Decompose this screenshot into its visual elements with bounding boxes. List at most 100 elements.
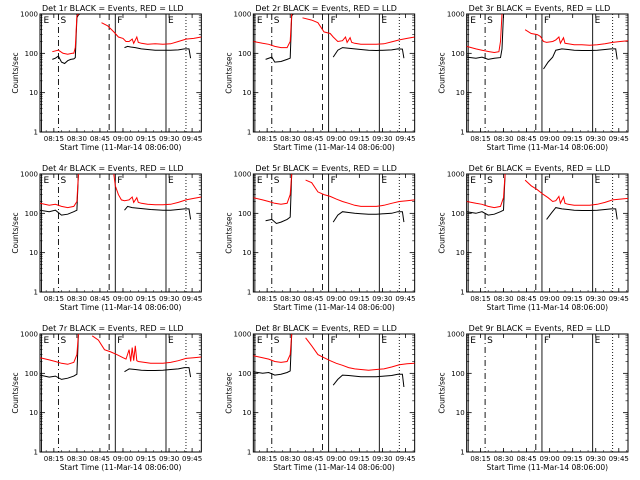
panel-5: Det 5r BLACK = Events, RED = LLD 1 10 100 10… [224,164,415,312]
y-tick-label: 1 [247,129,251,137]
y-axis-label: Counts/sec [224,52,233,93]
series-events-line [124,367,192,378]
series-lld-line [253,174,293,205]
marker-label: E [595,176,601,186]
x-axis-label: Start Time (11-Mar-14 08:06:00) [273,143,395,152]
x-tick-label: 09:15 [349,135,369,143]
marker-label: F [117,16,122,26]
y-axis-label: Counts/sec [224,372,233,413]
x-tick-label: 08:15 [257,295,277,303]
marker-label: E [470,16,476,26]
panel-title: Det 6r BLACK = Events, RED = LLD [469,164,611,173]
y-tick-label: 10 [29,249,38,257]
series-lld-line [91,335,202,364]
x-tick-label: 08:15 [470,135,490,143]
y-tick-label: 100 [238,370,251,378]
x-tick-label: 09:30 [159,295,179,303]
marker-label: S [487,176,493,186]
x-tick-label: 09:45 [182,455,202,463]
panel-title: Det 8r BLACK = Events, RED = LLD [255,324,397,333]
x-tick-label: 09:30 [372,455,392,463]
y-tick-label: 1 [460,449,464,457]
panel-4: Det 4r BLACK = Events, RED = LLD 1 10 100 10… [11,164,202,312]
series-events-line [40,334,79,380]
x-tick-label: 09:30 [159,455,179,463]
x-tick-label: 08:45 [90,295,110,303]
x-tick-label: 08:30 [280,135,300,143]
plot-frame [252,173,416,293]
y-tick-label: 100 [238,210,251,218]
x-tick-label: 08:45 [303,455,323,463]
y-tick-label: 1000 [234,331,252,339]
series-events-line [124,205,192,220]
marker-label: E [595,336,601,346]
x-tick-label: 08:45 [90,455,110,463]
marker-label: S [274,176,280,186]
panel-7: Det 7r BLACK = Events, RED = LLD 1 10 100 10… [11,324,202,472]
marker-label: E [470,336,476,346]
marker-label: E [44,336,50,346]
series-lld-line [253,14,293,49]
x-tick-label: 09:00 [326,295,346,303]
y-tick-label: 10 [29,89,38,97]
x-axis-label: Start Time (11-Mar-14 08:06:00) [273,463,395,472]
y-tick-label: 1 [247,289,251,297]
marker-label: E [595,16,601,26]
x-tick-label: 08:15 [44,455,64,463]
marker-label: S [60,336,66,346]
x-tick-label: 08:45 [516,455,536,463]
x-tick-label: 09:30 [586,135,606,143]
x-tick-label: 08:45 [516,295,536,303]
y-tick-label: 1000 [447,331,465,339]
x-tick-label: 09:45 [609,455,629,463]
x-axis-label: Start Time (11-Mar-14 08:06:00) [487,303,609,312]
x-tick-label: 09:00 [540,135,560,143]
marker-label: S [60,16,66,26]
x-tick-label: 08:30 [67,295,87,303]
series-lld-line [305,179,415,207]
marker-label: E [44,16,50,26]
y-tick-label: 1 [34,289,38,297]
x-tick-label: 09:15 [563,295,583,303]
x-tick-label: 08:45 [303,135,323,143]
panel-title: Det 7r BLACK = Events, RED = LLD [42,324,184,333]
y-tick-label: 100 [238,50,251,58]
y-axis-label: Counts/sec [438,212,447,253]
y-axis-label: Counts/sec [224,212,233,253]
series-lld-line [40,334,79,365]
series-events-line [124,45,192,59]
x-tick-label: 09:15 [349,455,369,463]
x-axis-label: Start Time (11-Mar-14 08:06:00) [60,303,182,312]
marker-label: F [331,336,336,346]
x-tick-label: 09:45 [395,455,415,463]
series-lld-line [52,14,79,55]
x-tick-label: 09:45 [395,295,415,303]
x-tick-label: 08:45 [90,135,110,143]
marker-label: F [117,336,122,346]
series-events-line [332,211,405,223]
marker-label: E [257,16,263,26]
x-tick-label: 09:15 [563,135,583,143]
panel-3: Det 3r BLACK = Events, RED = LLD 1 10 100 10… [438,4,629,152]
y-tick-label: 10 [456,89,465,97]
marker-label: F [544,336,549,346]
y-tick-label: 1 [34,129,38,137]
series-lld-line [524,179,628,206]
x-tick-label: 09:45 [609,295,629,303]
x-tick-label: 08:30 [67,455,87,463]
x-tick-label: 08:15 [44,135,64,143]
marker-label: E [381,176,387,186]
series-lld-line [524,29,628,46]
y-tick-label: 1000 [234,11,252,19]
y-axis-label: Counts/sec [11,52,20,93]
marker-label: E [44,176,50,186]
marker-label: E [168,176,174,186]
series-events-line [543,48,618,70]
plot-frame [252,333,416,453]
x-tick-label: 08:30 [67,135,87,143]
marker-label: S [274,16,280,26]
x-tick-label: 08:15 [44,295,64,303]
x-axis-label: Start Time (11-Mar-14 08:06:00) [273,303,395,312]
marker-label: F [117,176,122,186]
